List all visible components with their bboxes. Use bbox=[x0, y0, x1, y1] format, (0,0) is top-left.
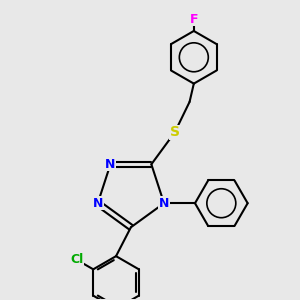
Text: Cl: Cl bbox=[70, 253, 83, 266]
Text: N: N bbox=[93, 197, 103, 210]
Text: S: S bbox=[170, 125, 180, 140]
Text: F: F bbox=[190, 13, 198, 26]
Text: N: N bbox=[159, 197, 169, 210]
Text: N: N bbox=[105, 158, 116, 171]
